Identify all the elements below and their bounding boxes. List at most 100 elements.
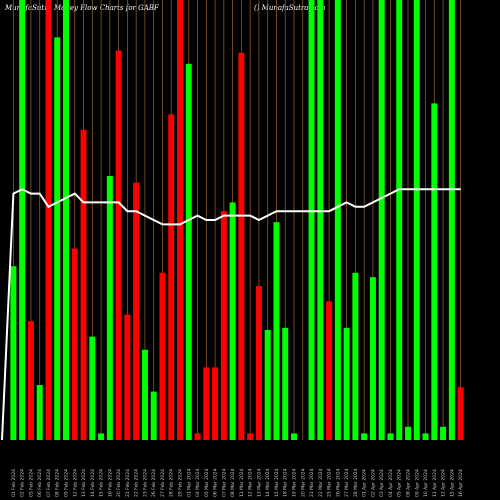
- x-tick-label: 06 Mar 2024: [213, 468, 219, 497]
- bar: [194, 433, 201, 440]
- bar: [106, 176, 113, 440]
- x-tick-label: 02 Apr 2024: [370, 469, 376, 497]
- bar: [264, 330, 271, 440]
- x-tick-label: 16 Apr 2024: [458, 469, 464, 497]
- x-tick-label: 25 Mar 2024: [327, 468, 333, 497]
- bar: [273, 222, 280, 440]
- x-tick-label: 15 Mar 2024: [274, 468, 280, 497]
- chart-title: MunafaSutra Money Flow Charts for GABF: [5, 4, 159, 12]
- x-tick-label: 12 Mar 2024: [248, 468, 254, 497]
- x-tick-label: 07 Feb 2024: [46, 469, 52, 497]
- bar: [141, 349, 148, 440]
- x-tick-label: 08 Feb 2024: [55, 469, 61, 497]
- x-tick-label: 22 Feb 2024: [134, 469, 140, 497]
- x-tick-label: 20 Mar 2024: [300, 468, 306, 497]
- bar: [326, 301, 333, 440]
- x-axis-labels: 01 Feb 2024 02 Feb 2024 05 Feb 2024 06 Feb …: [11, 468, 464, 497]
- x-tick-label: 09 Feb 2024: [64, 469, 70, 497]
- x-tick-label: 13 Mar 2024: [256, 468, 262, 497]
- bar: [431, 103, 438, 441]
- bar: [378, 0, 385, 440]
- bar: [361, 433, 368, 440]
- x-tick-label: 27 Feb 2024: [160, 469, 166, 497]
- bar: [36, 385, 43, 440]
- bar: [247, 433, 254, 440]
- x-tick-label: 10 Apr 2024: [423, 469, 429, 497]
- bar: [212, 367, 219, 440]
- x-tick-label: 11 Mar 2024: [239, 468, 245, 497]
- x-tick-label: 28 Mar 2024: [353, 468, 359, 497]
- x-tick-label: 04 Mar 2024: [195, 468, 201, 497]
- bar: [369, 277, 376, 440]
- bars: [10, 0, 464, 441]
- bar: [282, 327, 289, 440]
- x-tick-label: 11 Apr 2024: [432, 469, 438, 497]
- bar: [124, 314, 131, 440]
- x-tick-label: 23 Feb 2024: [142, 469, 148, 497]
- bar: [308, 0, 315, 440]
- bar: [387, 433, 394, 440]
- x-tick-label: 14 Feb 2024: [90, 469, 96, 497]
- bar: [317, 0, 324, 440]
- bar: [185, 63, 192, 441]
- x-tick-label: 03 Apr 2024: [379, 469, 385, 497]
- x-tick-label: 07 Mar 2024: [221, 468, 227, 497]
- x-tick-label: 08 Apr 2024: [406, 469, 412, 497]
- bar: [405, 426, 411, 440]
- bar: [203, 367, 210, 440]
- bar: [63, 0, 69, 440]
- x-tick-label: 01 Mar 2024: [186, 468, 192, 497]
- x-tick-label: 26 Mar 2024: [335, 468, 341, 497]
- x-tick-label: 01 Apr 2024: [362, 469, 368, 497]
- bar: [229, 202, 236, 440]
- x-tick-label: 21 Mar 2024: [309, 468, 315, 497]
- bar: [291, 433, 297, 440]
- bar: [115, 50, 122, 440]
- x-tick-label: 12 Feb 2024: [72, 469, 78, 497]
- x-tick-label: 14 Mar 2024: [265, 468, 271, 497]
- bar: [396, 0, 403, 440]
- bar: [448, 0, 455, 440]
- bar: [177, 0, 183, 440]
- x-tick-label: 04 Apr 2024: [388, 469, 394, 497]
- x-tick-label: 15 Feb 2024: [99, 469, 105, 497]
- bar: [238, 52, 245, 441]
- bar: [133, 182, 140, 440]
- x-tick-label: 20 Feb 2024: [116, 469, 122, 497]
- x-tick-label: 13 Feb 2024: [81, 469, 87, 497]
- x-tick-label: 28 Feb 2024: [169, 469, 175, 497]
- x-tick-label: 22 Mar 2024: [318, 468, 324, 497]
- bar: [54, 37, 61, 441]
- bar: [413, 0, 420, 440]
- bar: [27, 321, 34, 440]
- x-tick-label: 26 Feb 2024: [151, 469, 157, 497]
- site-credit: () MunafaSutra.com: [254, 4, 326, 12]
- x-tick-label: 05 Apr 2024: [397, 469, 403, 497]
- bar: [45, 0, 52, 440]
- bar: [220, 211, 227, 440]
- x-tick-label: 27 Mar 2024: [344, 468, 350, 497]
- bar: [19, 0, 26, 440]
- bar: [159, 272, 166, 440]
- gridlines: [12, 0, 462, 440]
- x-tick-label: 21 Feb 2024: [125, 469, 131, 497]
- bar: [422, 433, 429, 440]
- x-tick-label: 06 Feb 2024: [37, 469, 43, 497]
- bar: [168, 114, 175, 441]
- x-tick-label: 08 Mar 2024: [230, 468, 236, 497]
- money-flow-line: [1, 188, 461, 441]
- bar: [334, 0, 341, 440]
- bar: [343, 327, 350, 440]
- x-tick-label: 19 Mar 2024: [292, 468, 298, 497]
- money-flow-line-group: [1, 188, 461, 441]
- bar: [89, 336, 96, 440]
- x-tick-label: 12 Apr 2024: [441, 469, 447, 497]
- x-tick-label: 15 Apr 2024: [449, 469, 455, 497]
- x-tick-label: 01 Feb 2024: [11, 469, 17, 497]
- x-tick-label: 16 Feb 2024: [107, 469, 113, 497]
- bar: [352, 272, 359, 440]
- bar: [71, 248, 78, 440]
- x-tick-label: 05 Feb 2024: [28, 469, 34, 497]
- bar: [440, 426, 447, 440]
